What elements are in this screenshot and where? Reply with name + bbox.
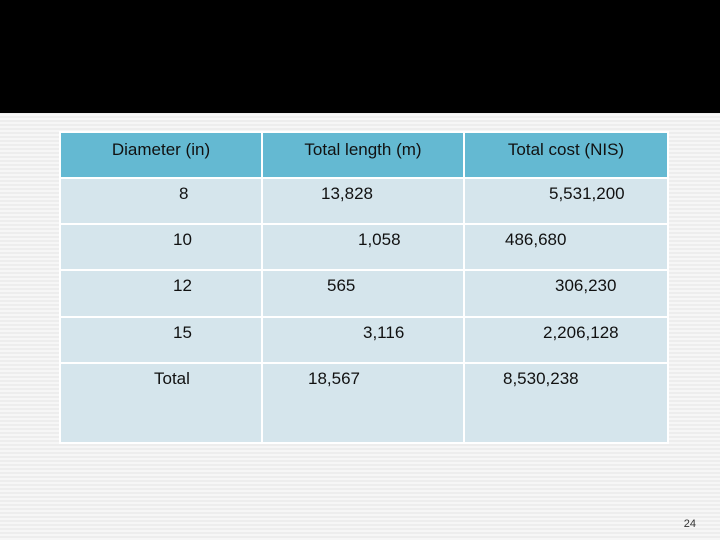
cell-diameter: 12: [59, 269, 263, 318]
table-row-total: Total 18,567 8,530,238: [59, 361, 669, 445]
cell-length: 18,567: [261, 361, 465, 445]
table-row: 12 565 306,230: [59, 269, 669, 318]
cell-diameter: Total: [59, 361, 263, 445]
header-diameter: Diameter (in): [59, 131, 263, 179]
slide-title-bar: [0, 0, 720, 113]
cell-cost: 8,530,238: [463, 361, 669, 445]
cell-cost: 2,206,128: [463, 315, 669, 364]
cell-length: 13,828: [261, 176, 465, 226]
table-row: 8 13,828 5,531,200: [59, 176, 669, 226]
table-row: 15 3,116 2,206,128: [59, 315, 669, 364]
cell-diameter: 8: [59, 176, 263, 226]
cell-cost: 5,531,200: [463, 176, 669, 226]
cell-cost: 306,230: [463, 269, 669, 318]
cell-diameter: 15: [59, 315, 263, 364]
page-number: 24: [683, 518, 696, 530]
cell-length: 1,058: [261, 223, 465, 272]
pipe-cost-table: Diameter (in) Total length (m) Total cos…: [59, 131, 669, 445]
header-total-cost: Total cost (NIS): [463, 131, 669, 179]
cell-length: 3,116: [261, 315, 465, 364]
cell-diameter: 10: [59, 223, 263, 272]
table-header-row: Diameter (in) Total length (m) Total cos…: [59, 131, 669, 179]
table-row: 10 1,058 486,680: [59, 223, 669, 272]
cell-length: 565: [261, 269, 465, 318]
cell-cost: 486,680: [463, 223, 669, 272]
header-total-length: Total length (m): [261, 131, 465, 179]
